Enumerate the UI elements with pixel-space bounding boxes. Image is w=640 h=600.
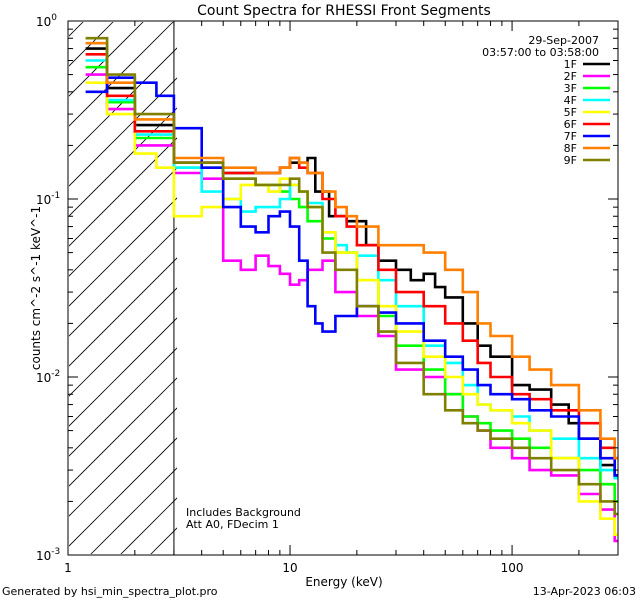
hatch-line: [69, 407, 177, 517]
legend-label: 1F: [564, 58, 577, 71]
generator-label: Generated by hsi_min_spectra_plot.pro: [2, 585, 218, 598]
hatch-line: [0, 0, 90, 555]
hatch-line: [69, 167, 177, 277]
legend-label: 4F: [564, 94, 577, 107]
x-tick-label: 1: [64, 561, 72, 575]
legend-label: 5F: [564, 106, 577, 119]
x-tick-label: 10: [282, 561, 297, 575]
hatch-line: [69, 22, 144, 97]
hatch-line: [69, 377, 177, 487]
hatch-line: [90, 467, 177, 554]
hatch-line: [300, 0, 640, 555]
x-tick-label: 100: [501, 561, 524, 575]
y-tick-label: 100: [36, 13, 57, 29]
y-tick-label: 10-3: [36, 547, 60, 563]
x-tick-labels: 1 10 100: [64, 561, 523, 575]
series-5f-line: [85, 81, 618, 536]
legend-label: 8F: [564, 142, 577, 155]
hatch-line: [570, 0, 640, 555]
legend-label: 6F: [564, 118, 577, 131]
time-range-label: 03:57:00 to 03:58:00: [482, 46, 599, 59]
hatch-line: [69, 347, 177, 457]
legend-label: 7F: [564, 130, 577, 143]
series-7f-line: [85, 76, 618, 477]
y-axis-label: counts cm^-2 s^-1 keV^-1: [29, 206, 43, 370]
chart-title: Count Spectra for RHESSI Front Segments: [197, 3, 491, 19]
series-9f-line: [85, 36, 618, 516]
hatch-line: [390, 0, 640, 555]
background-hatched-region: [0, 0, 640, 555]
hatch-line: [330, 0, 640, 555]
hatch-line: [69, 437, 177, 547]
hatch-line: [420, 0, 640, 555]
hatch-line: [360, 0, 640, 555]
hatch-line: [69, 257, 177, 367]
annotation-attenuator: Att A0, FDecim 1: [186, 518, 279, 531]
hatch-line: [450, 0, 640, 555]
series-layer: [85, 36, 618, 543]
hatch-line: [69, 22, 174, 127]
legend-label: 2F: [564, 70, 577, 83]
hatch-line: [69, 107, 177, 217]
plot-frame: [67, 20, 619, 556]
hatch-line: [540, 0, 640, 555]
hatch-line: [120, 497, 177, 554]
x-axis-label: Energy (keV): [305, 575, 382, 589]
hatch-line: [69, 47, 177, 157]
y-tick-label: 10-1: [36, 191, 60, 207]
hatch-line: [69, 227, 177, 337]
timestamp-label: 13-Apr-2023 06:03: [533, 585, 636, 598]
hatch-line: [69, 197, 177, 307]
hatch-line: [69, 137, 177, 247]
hatch-line: [600, 0, 640, 555]
y-tick-labels: 100 10-1 10-2 10-3: [36, 13, 60, 563]
hatch-line: [630, 0, 640, 555]
annotation-background: Includes Background: [186, 506, 301, 519]
date-label: 29-Sep-2007: [528, 34, 599, 47]
series-2f-line: [85, 73, 618, 543]
axis-ticks: [67, 21, 619, 556]
legend-label: 3F: [564, 82, 577, 95]
series-8f-line: [85, 41, 618, 460]
y-tick-label: 10-2: [36, 369, 60, 385]
hatch-line: [69, 287, 177, 397]
hatch-line: [69, 22, 114, 67]
hatch-line: [270, 0, 640, 555]
hatch-line: [69, 317, 177, 427]
legend-label: 9F: [564, 154, 577, 167]
hatch-line: [0, 0, 30, 555]
